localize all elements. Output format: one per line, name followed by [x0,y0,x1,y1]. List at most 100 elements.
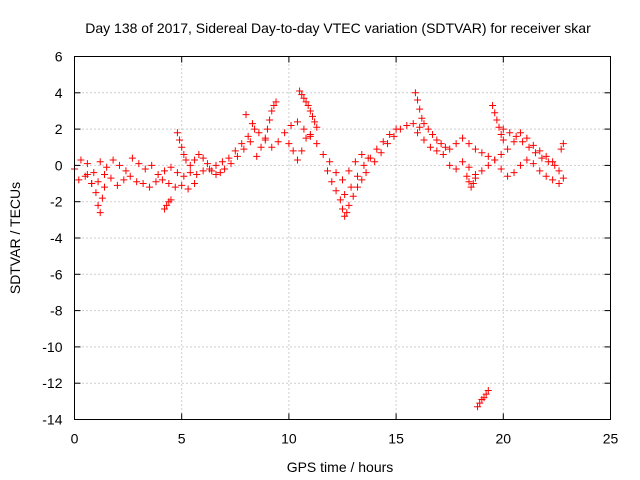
data-point [512,132,520,140]
data-point [403,121,411,129]
data-point [191,180,199,188]
data-point [272,98,280,106]
data-point [516,129,524,137]
y-axis-label: SDTVAR / TECUs [7,182,23,294]
data-point [242,111,250,119]
data-point [484,386,492,394]
data-point [154,170,162,178]
data-point [126,172,134,180]
data-point [392,125,400,133]
data-point [469,180,477,188]
data-point [559,140,567,148]
data-point [98,194,106,202]
data-point [184,185,192,193]
data-point [77,156,85,164]
data-point [268,107,276,115]
data-point [225,154,233,162]
data-point [218,158,226,166]
y-tick-label: -8 [50,303,63,319]
data-point [362,169,370,177]
data-point [238,140,246,148]
data-point [257,143,265,151]
data-point [308,112,316,120]
data-point [386,131,394,139]
data-point [287,121,295,129]
data-point [345,201,353,209]
data-point [139,180,147,188]
data-point [216,169,224,177]
data-point [328,178,336,186]
y-tick-label: -14 [42,412,62,428]
data-point [248,120,256,128]
data-point [529,160,537,168]
data-point [478,149,486,157]
data-point [497,151,505,159]
data-point [478,167,486,175]
data-point [113,181,121,189]
data-point [480,394,488,402]
data-point [128,154,136,162]
data-point [424,125,432,133]
data-point [319,151,327,159]
data-point [339,205,346,213]
data-point [555,167,563,175]
data-point [497,165,505,173]
data-point [165,180,173,188]
data-point [341,212,349,220]
data-point [94,201,102,209]
data-point [161,205,169,213]
data-point [339,176,346,184]
data-point [163,201,171,209]
data-point [474,403,482,411]
data-point [146,183,154,191]
x-tick-label: 15 [388,431,404,447]
data-point [459,134,467,142]
y-tick-label: 0 [55,157,63,173]
data-point [141,165,149,173]
data-point [351,158,359,166]
data-point [493,116,501,124]
data-point [244,132,252,140]
x-tick-label: 20 [496,431,512,447]
data-point [426,143,434,151]
data-point [171,183,179,191]
y-tick-label: -12 [42,375,62,391]
data-point [270,102,278,110]
data-point [96,209,104,217]
data-point [523,134,531,142]
data-point [298,91,306,99]
data-point [429,131,437,139]
data-point [180,172,188,180]
x-axis-label: GPS time / hours [287,459,394,475]
y-tick-label: -6 [50,266,63,282]
data-point [240,145,248,153]
data-point [463,172,471,180]
data-point [296,87,304,95]
data-point [167,163,175,171]
data-point [544,158,552,166]
data-point [510,138,518,146]
data-point [519,138,527,146]
data-point [371,158,379,166]
data-point [559,174,567,182]
data-point [88,180,96,188]
data-point [416,105,424,113]
data-point [557,145,565,153]
data-point [176,136,184,144]
data-point [268,143,276,151]
data-point [542,172,550,180]
data-point [92,189,100,197]
data-point [467,183,475,191]
data-point [373,145,381,153]
data-point [420,136,428,144]
data-point [366,154,374,162]
data-point [186,169,194,177]
data-point [516,161,524,169]
data-point [193,170,201,178]
data-point [274,138,282,146]
data-point [452,165,460,173]
data-point [233,152,241,160]
data-point [536,167,544,175]
data-point [465,178,473,186]
data-point [191,156,199,164]
